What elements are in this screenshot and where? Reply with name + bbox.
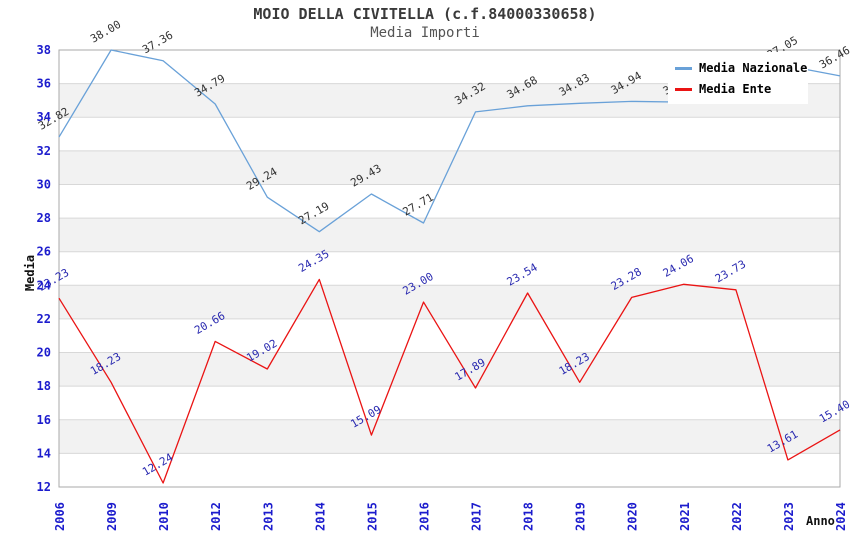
- legend-label-media-nazionale: Media Nazionale: [699, 61, 808, 75]
- point-label: 24.06: [661, 252, 696, 280]
- legend-swatch-media-ente: [675, 87, 692, 91]
- y-tick-label: 28: [37, 211, 51, 225]
- plot-band: [59, 285, 840, 319]
- y-tick-label: 22: [37, 312, 51, 326]
- point-label: 12.24: [140, 451, 176, 479]
- plot-border: [58, 49, 841, 488]
- x-tick-label: 2013: [261, 502, 275, 531]
- y-tick-label: 20: [37, 346, 51, 360]
- plot-band: [59, 419, 840, 454]
- y-tick-label: 32: [37, 144, 51, 158]
- x-tick-label: 2015: [365, 502, 379, 531]
- y-tick-label: 16: [37, 413, 51, 427]
- y-tick-label: 30: [37, 177, 51, 191]
- x-tick-label: 2006: [53, 502, 67, 531]
- x-tick-label: 2023: [782, 502, 796, 531]
- legend-label-media-ente: Media Ente: [699, 82, 772, 96]
- legend: Media Nazionale Media Ente: [668, 52, 808, 104]
- x-tick-label: 2018: [522, 502, 536, 531]
- x-axis-title: Anno: [806, 514, 835, 528]
- legend-item-media-nazionale: Media Nazionale: [675, 61, 808, 75]
- x-tick-label: 2016: [418, 502, 432, 531]
- x-tick-label: 2017: [470, 502, 484, 531]
- x-tick-label: 2012: [209, 502, 223, 531]
- y-tick-label: 34: [37, 110, 51, 124]
- y-tick-label: 18: [37, 379, 51, 393]
- x-tick-label: 2020: [626, 502, 640, 531]
- y-axis-title: Media: [23, 254, 37, 292]
- chart-title: MOIO DELLA CIVITELLA (c.f.84000330658): [253, 5, 597, 23]
- y-tick-label: 24: [37, 278, 51, 292]
- x-tick-label: 2019: [574, 502, 588, 531]
- x-tick-label: 2024: [834, 502, 848, 531]
- x-tick-label: 2021: [678, 502, 692, 531]
- x-tick-label: 2022: [730, 502, 744, 531]
- chart-subtitle: Media Importi: [370, 25, 480, 41]
- x-tick-label: 2014: [313, 502, 327, 531]
- legend-item-media-ente: Media Ente: [675, 82, 808, 96]
- point-label: 36.46: [817, 44, 850, 72]
- y-tick-label: 38: [37, 43, 51, 57]
- point-label: 23.73: [713, 258, 748, 286]
- y-tick-label: 26: [37, 245, 51, 259]
- point-label: 23.54: [505, 261, 541, 289]
- plot-band: [59, 218, 840, 252]
- legend-swatch-media-nazionale: [675, 66, 692, 70]
- y-tick-label: 14: [37, 446, 51, 460]
- y-tick-label: 36: [37, 77, 51, 91]
- x-tick-label: 2009: [105, 502, 119, 531]
- point-label: 27.71: [401, 191, 436, 219]
- plot-band: [59, 352, 840, 387]
- series-line-1: [58, 278, 841, 484]
- x-tick-label: 2010: [157, 502, 171, 531]
- y-tick-label: 12: [37, 480, 51, 494]
